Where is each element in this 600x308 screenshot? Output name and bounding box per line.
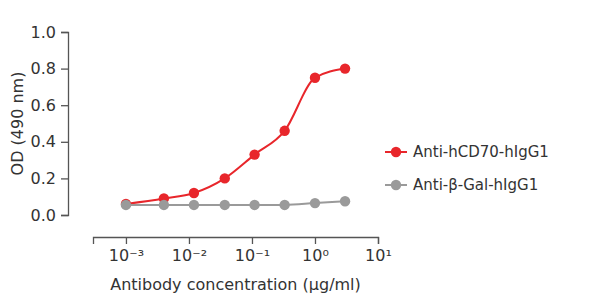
tick: 1.0 (31, 23, 68, 42)
legend-marker (391, 147, 401, 157)
data-point (279, 126, 289, 136)
tick-mark (61, 32, 68, 33)
tick-label: 0.0 (31, 206, 56, 225)
data-point (220, 200, 230, 210)
tick: 10⁻¹ (235, 237, 270, 265)
tick-label: 10⁻² (172, 246, 207, 265)
data-point (189, 188, 199, 198)
data-point (249, 200, 259, 210)
data-point (121, 200, 131, 210)
data-point (189, 200, 199, 210)
tick-mark (378, 237, 379, 244)
data-point (310, 73, 320, 83)
y-axis: 0.0 0.2 0.4 0.6 0.8 1.0 (31, 23, 69, 225)
tick: 10⁻² (172, 237, 207, 265)
data-point (159, 200, 169, 210)
tick-label: 10⁻³ (109, 246, 144, 265)
data-point (340, 63, 350, 73)
tick: 0.4 (31, 132, 68, 151)
plot-area (121, 63, 351, 210)
data-point (279, 200, 289, 210)
legend: Anti-hCD70-hIgG1 Anti-β-Gal-hIgG1 (385, 143, 549, 194)
legend-marker (391, 180, 401, 190)
data-point (310, 198, 320, 208)
x-axis-title: Antibody concentration (µg/ml) (110, 275, 361, 294)
tick-label: 1.0 (31, 23, 56, 42)
legend-label: Anti-hCD70-hIgG1 (413, 143, 549, 161)
tick: 10¹ (365, 237, 392, 265)
tick-mark (61, 215, 68, 216)
tick-label: 0.2 (31, 169, 56, 188)
data-point (220, 173, 230, 183)
tick-label: 0.6 (31, 96, 56, 115)
series-line (126, 69, 345, 204)
chart: 10⁻³ 10⁻² 10⁻¹ 10⁰ 10¹ 0.0 0.2 0.4 0.6 0.8 1.0 Anti… (0, 0, 600, 308)
tick-label: 10¹ (365, 246, 392, 265)
tick: 0.8 (31, 59, 68, 78)
tick-label: 0.4 (31, 132, 56, 151)
tick-mark (61, 178, 68, 179)
tick-mark (61, 105, 68, 106)
data-point (121, 199, 131, 209)
tick-mark (126, 237, 127, 244)
tick-label: 10⁻¹ (235, 246, 270, 265)
x-axis: 10⁻³ 10⁻² 10⁻¹ 10⁰ 10¹ (94, 237, 392, 265)
tick: 0.0 (31, 206, 68, 225)
legend-label: Anti-β-Gal-hIgG1 (413, 176, 538, 194)
tick-mark (315, 237, 316, 244)
axis-line (61, 33, 69, 216)
y-axis-title: OD (490 nm) (8, 72, 27, 176)
tick: 10⁰ (302, 237, 329, 265)
tick-mark (189, 237, 190, 244)
tick: 0.6 (31, 96, 68, 115)
tick-label: 10⁰ (302, 246, 329, 265)
tick-mark (252, 237, 253, 244)
axis-line (94, 238, 379, 245)
tick-mark (61, 142, 68, 143)
tick: 0.2 (31, 169, 68, 188)
data-point (249, 149, 259, 159)
tick: 10⁻³ (109, 237, 144, 265)
tick-label: 0.8 (31, 59, 56, 78)
data-point (340, 196, 350, 206)
tick-mark (61, 68, 68, 69)
